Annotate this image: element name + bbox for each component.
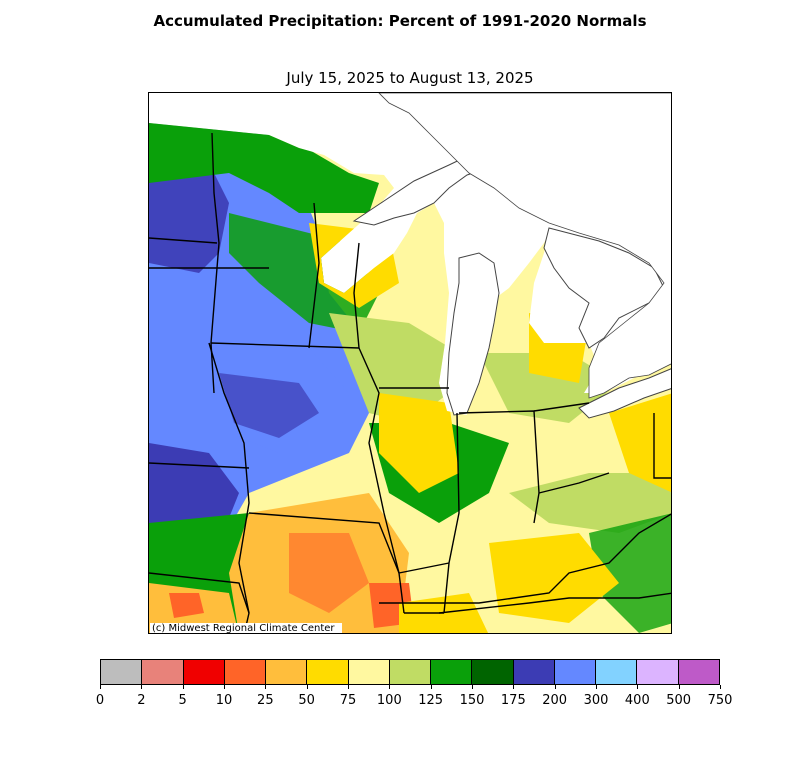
legend-swatch — [266, 660, 308, 684]
legend-tick-label: 175 — [493, 685, 533, 708]
legend-swatch — [637, 660, 679, 684]
map-canvas — [149, 93, 671, 633]
legend-swatch — [348, 660, 390, 684]
legend-tick-label: 200 — [535, 685, 575, 708]
legend-swatch — [101, 660, 143, 684]
legend-swatch — [224, 660, 267, 684]
legend-tick-label: 400 — [617, 685, 657, 708]
legend-swatch — [431, 660, 473, 684]
chart-subtitle: July 15, 2025 to August 13, 2025 — [286, 69, 534, 87]
legend-swatch — [142, 660, 184, 684]
legend-ticks: 0 2 5 10 25 50 75 100 125 150 175 200 300 400 500 750 — [96, 685, 732, 708]
chart-title: Accumulated Precipitation: Percent of 19… — [153, 12, 647, 30]
legend-tick-label: 100 — [369, 685, 409, 708]
legend-swatch — [596, 660, 638, 684]
legend-tick-label: 10 — [204, 685, 244, 708]
legend-tick-label: 25 — [245, 685, 285, 708]
great-lakes — [352, 93, 671, 419]
legend-swatch — [183, 660, 225, 684]
legend-swatch — [472, 660, 514, 684]
precipitation-map: (c) Midwest Regional Climate Center — [148, 92, 672, 634]
legend-swatch — [678, 660, 719, 684]
legend-tick-label: 50 — [287, 685, 327, 708]
legend-tick-label: 300 — [576, 685, 616, 708]
legend-colorbar — [100, 659, 720, 685]
legend-swatch — [513, 660, 555, 684]
legend-tick-label: 75 — [328, 685, 368, 708]
legend-tick-label: 125 — [411, 685, 451, 708]
legend-tick-label: 2 — [121, 685, 161, 708]
legend-tick-label: 750 — [700, 685, 740, 708]
legend-tick-label: 0 — [80, 685, 120, 708]
map-credit: (c) Midwest Regional Climate Center — [150, 623, 342, 633]
legend-swatch — [389, 660, 432, 684]
legend-swatch — [554, 660, 597, 684]
legend-tick-label: 5 — [163, 685, 203, 708]
legend-tick-label: 150 — [452, 685, 492, 708]
legend-swatch — [307, 660, 349, 684]
state-boundaries — [149, 132, 671, 633]
legend-tick-label: 500 — [659, 685, 699, 708]
